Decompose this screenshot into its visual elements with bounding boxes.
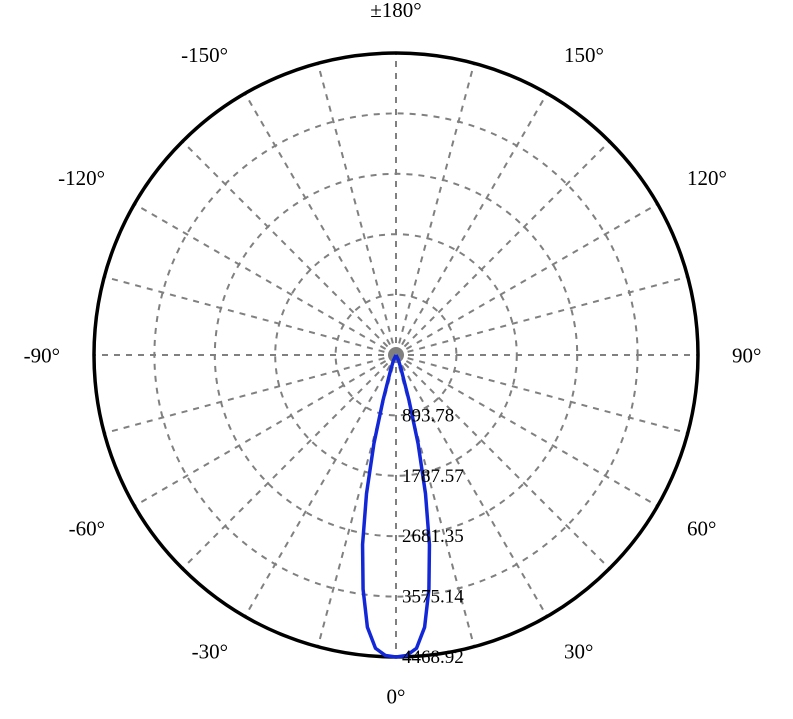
- angle-label: 0°: [387, 685, 406, 709]
- polar-svg: 893.78 1787.57 2681.35 3575.14 4468.92 ±180° 1…: [0, 0, 793, 719]
- angle-label: 90°: [732, 343, 761, 367]
- angle-label: -30°: [192, 640, 228, 664]
- angle-label: -90°: [24, 343, 60, 367]
- radial-label: 3575.14: [402, 587, 464, 608]
- angle-label: 150°: [564, 43, 604, 67]
- radial-label: 1787.57: [402, 466, 464, 487]
- angle-label: -150°: [181, 43, 228, 67]
- angle-label: 120°: [687, 166, 727, 190]
- radial-label: 4468.92: [402, 647, 464, 668]
- angle-label: ±180°: [370, 0, 421, 22]
- angle-label: 60°: [687, 517, 716, 541]
- angle-label: -120°: [58, 166, 105, 190]
- polar-chart: 893.78 1787.57 2681.35 3575.14 4468.92 ±180° 1…: [0, 0, 793, 719]
- radial-label: 893.78: [402, 405, 454, 426]
- angle-label: 30°: [564, 640, 593, 664]
- radial-label: 2681.35: [402, 526, 464, 547]
- angle-label: -60°: [69, 517, 105, 541]
